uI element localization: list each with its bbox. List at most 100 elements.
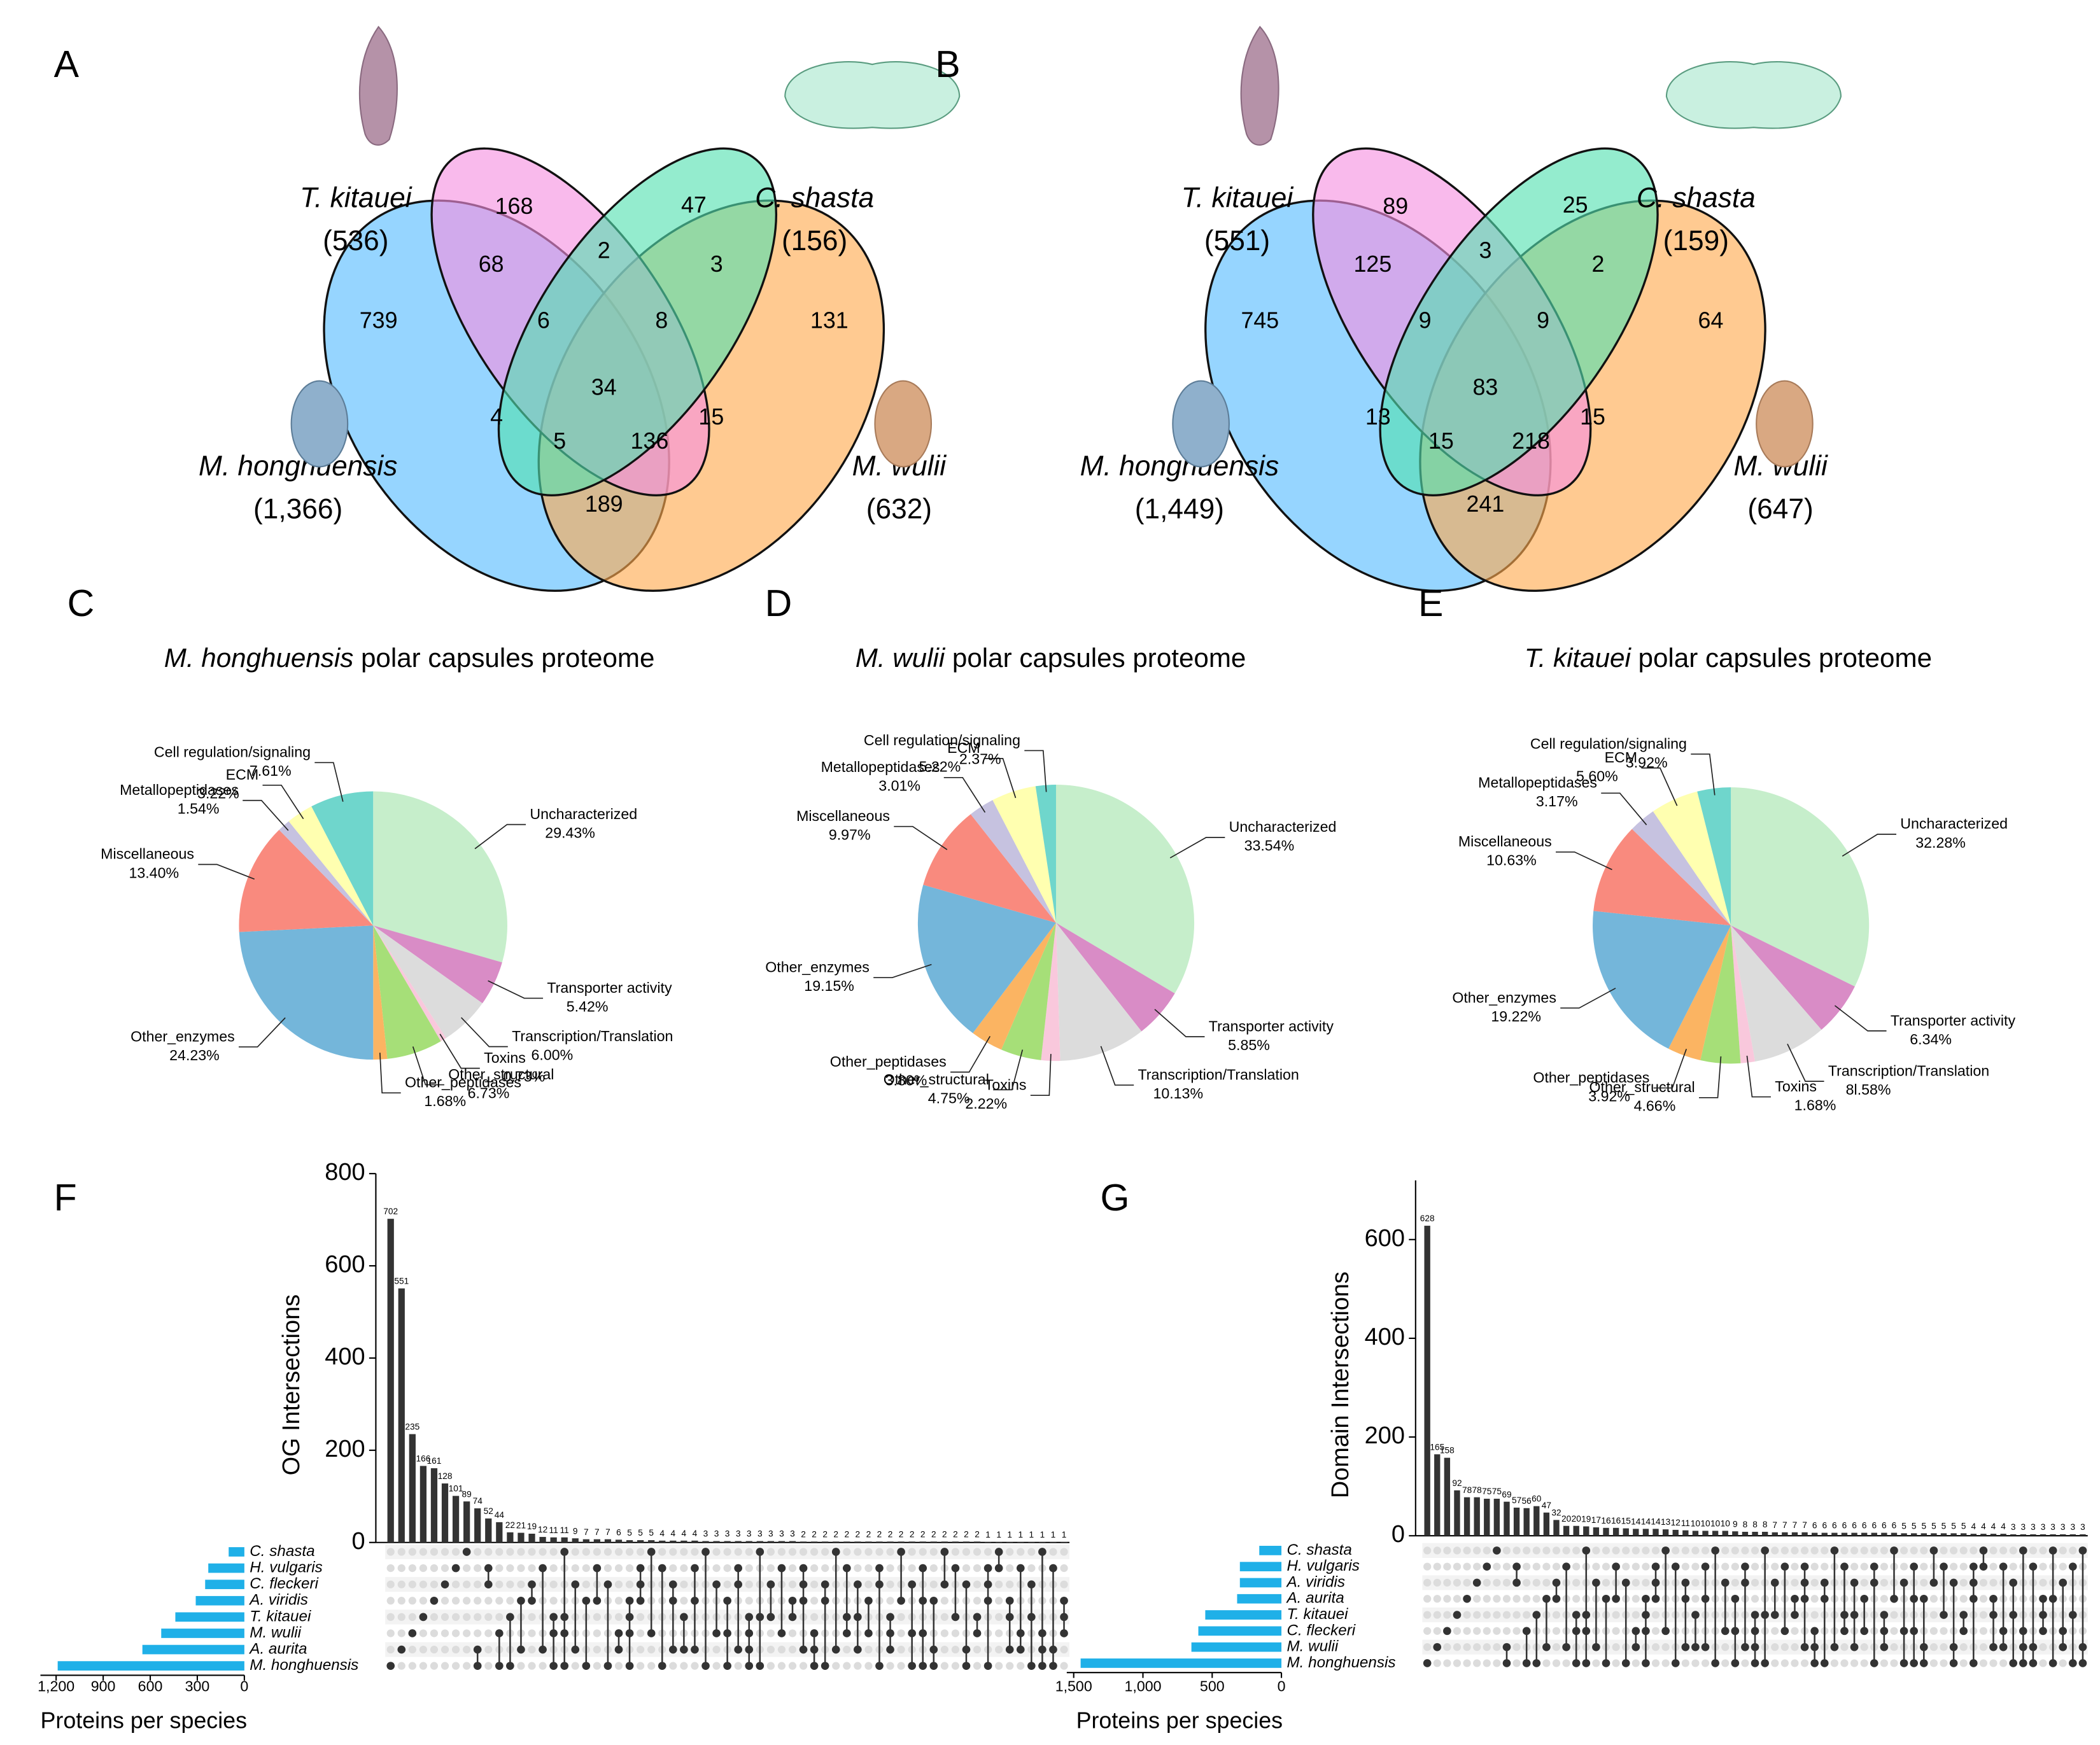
bar xyxy=(822,1541,829,1543)
matrix-dot-empty xyxy=(973,1662,982,1670)
matrix-dot-empty xyxy=(386,1580,395,1588)
bar-label: 1 xyxy=(1018,1530,1023,1539)
bar-label: 2 xyxy=(822,1529,828,1539)
matrix-dot-empty xyxy=(1433,1546,1441,1555)
panel-letter: D xyxy=(765,582,793,624)
bar-label: 165 xyxy=(1430,1442,1444,1452)
matrix-dot xyxy=(864,1629,873,1637)
matrix-dot-empty xyxy=(1631,1546,1640,1555)
bar-label: 19 xyxy=(1581,1515,1591,1524)
bar-label: 2 xyxy=(833,1529,838,1539)
bar-label: 7 xyxy=(1782,1520,1787,1530)
bar-label: 3 xyxy=(714,1529,719,1539)
species-name: T. kitauei xyxy=(300,183,412,214)
bar xyxy=(1742,1532,1749,1536)
matrix-dot xyxy=(1621,1578,1630,1587)
leader-line xyxy=(1169,837,1225,858)
matrix-dot xyxy=(1969,1562,1978,1571)
bar xyxy=(1871,1532,1877,1536)
matrix-dot-empty xyxy=(474,1580,482,1588)
matrix-dot xyxy=(2029,1659,2038,1667)
bar xyxy=(1623,1528,1629,1536)
bar xyxy=(561,1537,568,1543)
matrix-dot-empty xyxy=(766,1645,775,1654)
matrix-dot-empty xyxy=(1929,1643,1938,1651)
slice-percent: 32.28% xyxy=(1915,834,1966,851)
bar-label: 3 xyxy=(2011,1522,2016,1532)
matrix-dot-empty xyxy=(430,1629,439,1637)
bar-label: 11 xyxy=(1681,1518,1690,1528)
matrix-dot xyxy=(810,1629,819,1637)
matrix-dot-empty xyxy=(1890,1643,1898,1651)
matrix-dot-empty xyxy=(1473,1659,1481,1667)
matrix-dot-empty xyxy=(1701,1659,1710,1667)
matrix-dot-empty xyxy=(1483,1627,1491,1635)
matrix-dot-empty xyxy=(1483,1643,1491,1651)
bar xyxy=(919,1541,926,1543)
leader-line xyxy=(993,1049,1024,1091)
set-name: M. wulii xyxy=(1286,1638,1338,1655)
matrix-dot-empty xyxy=(1721,1643,1730,1651)
matrix-dot xyxy=(777,1629,786,1637)
bar xyxy=(1642,1529,1649,1536)
bar-label: 11 xyxy=(560,1525,569,1535)
matrix-dot-empty xyxy=(517,1580,525,1588)
bar-label: 22 xyxy=(505,1520,515,1530)
matrix-dot-empty xyxy=(1949,1562,1958,1571)
matrix-dot xyxy=(1860,1594,1869,1603)
slice-label: Cell regulation/signaling xyxy=(864,732,1020,748)
matrix-dot-empty xyxy=(886,1662,894,1670)
bar xyxy=(1940,1533,1947,1536)
matrix-dot xyxy=(691,1564,699,1573)
slice-label: Toxins xyxy=(985,1077,1027,1093)
bar-label: 13 xyxy=(1661,1517,1671,1527)
matrix-dot-empty xyxy=(1602,1546,1610,1555)
matrix-dot-empty xyxy=(571,1662,579,1670)
set-name: C. fleckeri xyxy=(1286,1622,1355,1639)
matrix-dot-empty xyxy=(1572,1595,1581,1603)
leader-line xyxy=(379,1053,401,1094)
matrix-dot-empty xyxy=(1959,1562,1968,1571)
matrix-dot-empty xyxy=(528,1645,536,1654)
matrix-dot xyxy=(788,1596,797,1605)
matrix-dot-empty xyxy=(1542,1546,1551,1555)
matrix-dot-empty xyxy=(1840,1659,1849,1667)
bar-label: 75 xyxy=(1492,1487,1502,1496)
region-count: 15 xyxy=(698,404,724,430)
y-axis-label: OG Intersections xyxy=(278,1294,305,1476)
matrix-dot xyxy=(1651,1578,1660,1587)
matrix-dot-empty xyxy=(1999,1546,2008,1555)
matrix-dot-empty xyxy=(1423,1643,1432,1651)
bar-label: 14 xyxy=(1641,1517,1651,1526)
matrix-dot xyxy=(1016,1564,1025,1573)
matrix-dot-empty xyxy=(1791,1627,1799,1635)
matrix-dot-empty xyxy=(1880,1659,1888,1667)
matrix-dot xyxy=(2059,1578,2068,1587)
matrix-dot xyxy=(994,1564,1003,1573)
matrix-dot-empty xyxy=(2029,1546,2038,1555)
matrix-dot-empty xyxy=(517,1548,525,1556)
pie-slice xyxy=(1731,925,1756,1063)
matrix-dot-empty xyxy=(637,1662,645,1670)
bar-label: 7 xyxy=(1802,1520,1807,1530)
leader-line xyxy=(488,980,544,999)
bar xyxy=(539,1537,546,1543)
bar xyxy=(2010,1534,2017,1536)
matrix-dot-empty xyxy=(1542,1578,1551,1587)
matrix-dot xyxy=(625,1629,634,1637)
matrix-dot xyxy=(1860,1627,1869,1636)
matrix-dot xyxy=(962,1580,971,1589)
matrix-dot-empty xyxy=(788,1548,797,1556)
matrix-dot-empty xyxy=(1979,1659,1988,1667)
matrix-dot xyxy=(1642,1627,1650,1636)
matrix-dot xyxy=(2009,1611,2018,1619)
matrix-dot-empty xyxy=(1423,1562,1432,1571)
matrix-dot-empty xyxy=(430,1613,439,1621)
matrix-dot xyxy=(897,1548,905,1556)
bar-label: 2 xyxy=(964,1529,969,1539)
bar xyxy=(1028,1542,1035,1543)
slice-label: Transporter activity xyxy=(1891,1012,2016,1028)
matrix-dot-empty xyxy=(495,1564,504,1573)
slice-percent: 5.22% xyxy=(919,759,961,775)
matrix-dot xyxy=(1870,1562,1878,1571)
